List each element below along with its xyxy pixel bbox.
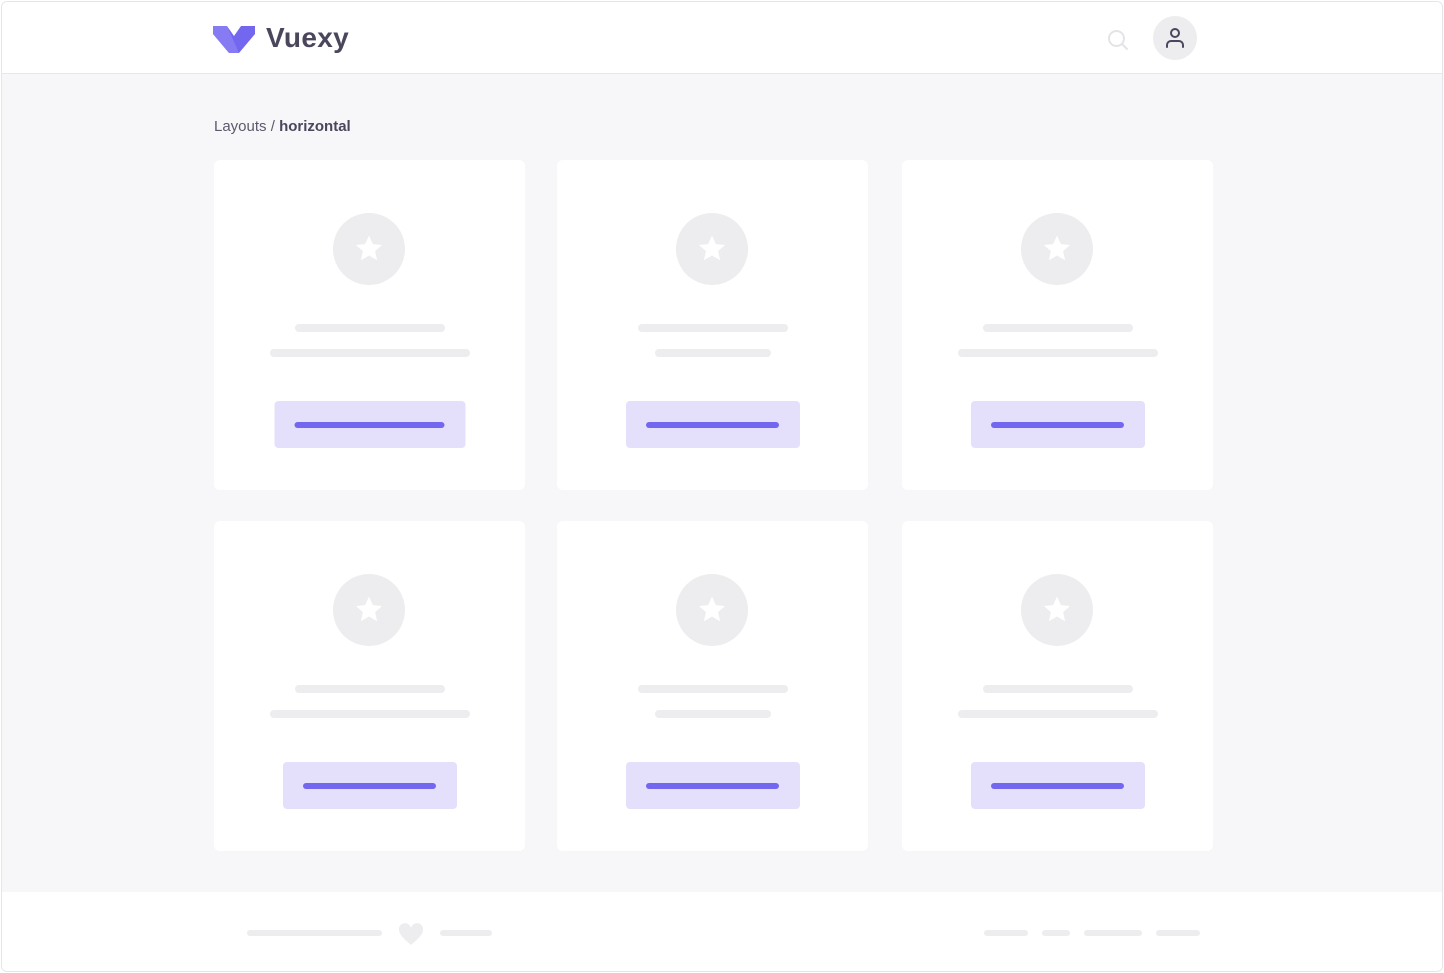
card-button[interactable] [970, 762, 1145, 809]
footer-link-placeholder[interactable] [1042, 930, 1070, 936]
user-avatar[interactable] [1153, 16, 1197, 60]
icon-circle [676, 213, 748, 285]
placeholder-card [557, 160, 868, 490]
top-navbar: Vuexy [2, 2, 1442, 74]
footer-text-placeholder [247, 930, 382, 936]
placeholder-card [902, 160, 1213, 490]
breadcrumb-current: horizontal [279, 118, 351, 135]
text-placeholder [654, 349, 771, 357]
search-icon[interactable] [1106, 28, 1130, 52]
star-icon [698, 235, 726, 261]
button-label-placeholder [991, 421, 1124, 428]
text-placeholder [957, 349, 1158, 357]
card-button[interactable] [625, 762, 800, 809]
vuexy-logo-icon[interactable] [213, 24, 255, 54]
star-icon [698, 596, 726, 622]
icon-circle [333, 213, 405, 285]
title-placeholder [637, 324, 788, 332]
button-label-placeholder [991, 782, 1124, 789]
footer [2, 892, 1442, 971]
star-icon [355, 235, 383, 261]
star-icon [1043, 596, 1071, 622]
text-placeholder [957, 710, 1158, 718]
icon-circle [1021, 574, 1093, 646]
icon-circle [1021, 213, 1093, 285]
card-button[interactable] [274, 401, 465, 448]
user-icon [1166, 28, 1184, 48]
footer-link-placeholder[interactable] [1156, 930, 1200, 936]
placeholder-card [557, 521, 868, 851]
button-label-placeholder [294, 421, 445, 428]
icon-circle [676, 574, 748, 646]
title-placeholder [637, 685, 788, 693]
footer-link-placeholder[interactable] [1084, 930, 1142, 936]
star-icon [355, 596, 383, 622]
star-icon [1043, 235, 1071, 261]
title-placeholder [982, 324, 1133, 332]
card-button[interactable] [970, 401, 1145, 448]
placeholder-card [214, 521, 525, 851]
placeholder-card [214, 160, 525, 490]
card-button[interactable] [625, 401, 800, 448]
button-label-placeholder [646, 421, 779, 428]
footer-text-placeholder [440, 930, 492, 936]
button-label-placeholder [303, 782, 436, 789]
breadcrumb: Layouts / horizontal [214, 118, 351, 135]
title-placeholder [294, 324, 445, 332]
icon-circle [333, 574, 405, 646]
text-placeholder [654, 710, 771, 718]
card-button[interactable] [282, 762, 457, 809]
title-placeholder [982, 685, 1133, 693]
brand-name[interactable]: Vuexy [266, 22, 349, 53]
text-placeholder [269, 710, 470, 718]
heart-icon [398, 923, 424, 945]
text-placeholder [269, 349, 470, 357]
button-label-placeholder [646, 782, 779, 789]
breadcrumb-separator: / [266, 118, 280, 135]
placeholder-card [902, 521, 1213, 851]
footer-link-placeholder[interactable] [984, 930, 1028, 936]
breadcrumb-parent[interactable]: Layouts [214, 118, 267, 135]
title-placeholder [294, 685, 445, 693]
